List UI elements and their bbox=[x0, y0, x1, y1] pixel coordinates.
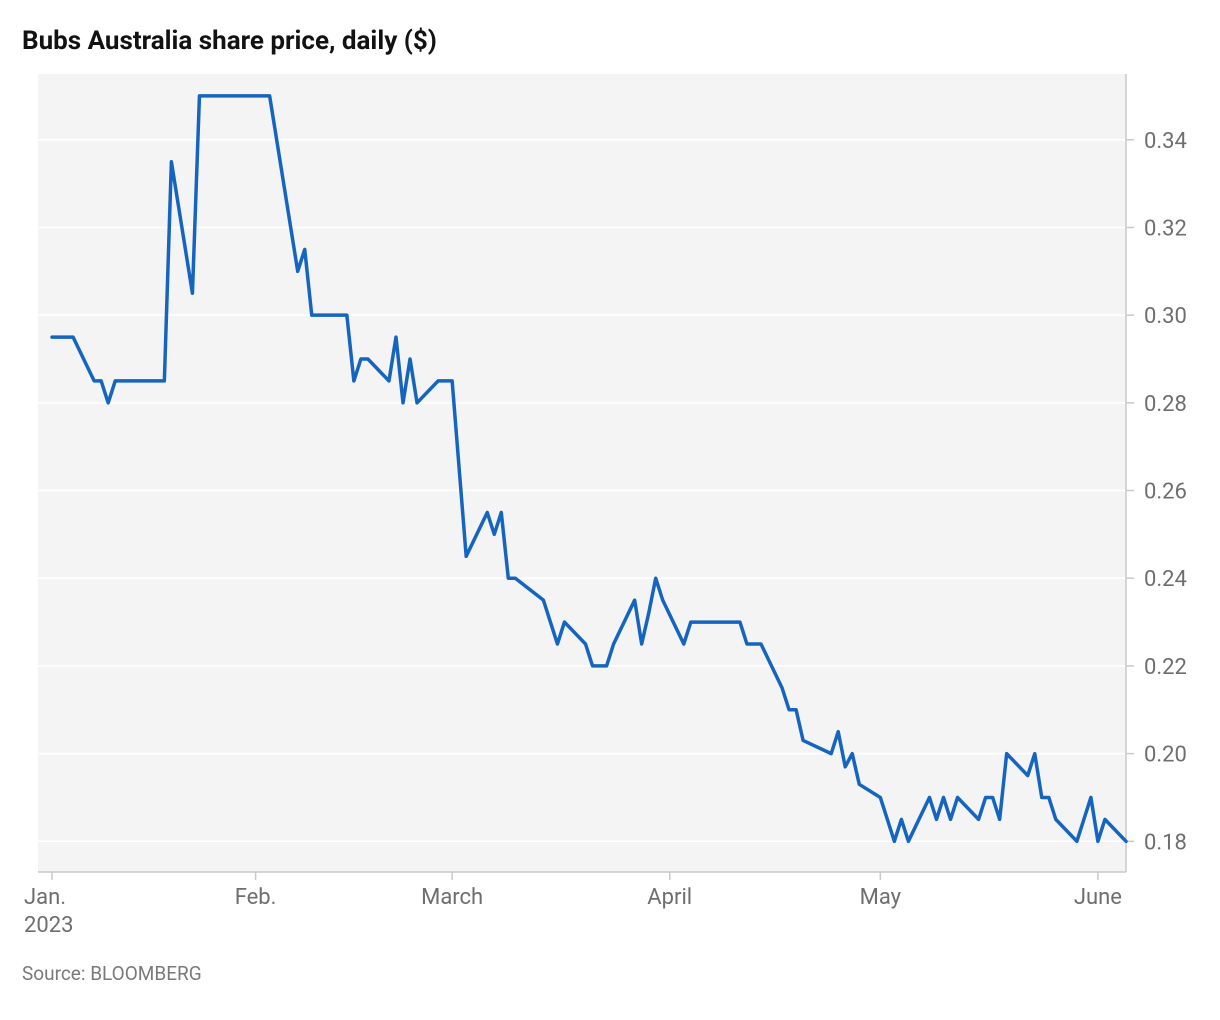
chart-area: 0.18 0.20 0.22 0.24 0.26 0.28 0.30 0.32 0.34 Jan.… bbox=[20, 74, 1200, 944]
y-tick-label: 0.24 bbox=[1144, 567, 1187, 592]
y-tick-label: 0.32 bbox=[1144, 216, 1187, 241]
chart-source: Source: BLOOMBERG bbox=[22, 962, 1200, 985]
x-tick-label: June bbox=[1074, 885, 1122, 910]
y-tick-label: 0.26 bbox=[1144, 480, 1187, 505]
plot-background bbox=[38, 74, 1126, 872]
x-tick-label: May bbox=[860, 885, 902, 910]
chart-title: Bubs Australia share price, daily ($) bbox=[22, 26, 1200, 56]
x-year-label: 2023 bbox=[24, 913, 73, 938]
x-tick-label: April bbox=[647, 885, 692, 910]
y-tick-label: 0.22 bbox=[1144, 655, 1187, 680]
x-tick-label: March bbox=[421, 885, 483, 910]
line-chart-svg: 0.18 0.20 0.22 0.24 0.26 0.28 0.30 0.32 0.34 Jan.… bbox=[20, 74, 1200, 944]
y-tick-label: 0.20 bbox=[1144, 743, 1187, 768]
y-tick-label: 0.18 bbox=[1144, 830, 1187, 855]
y-tick-label: 0.34 bbox=[1144, 129, 1187, 154]
x-tick-label: Feb. bbox=[235, 885, 277, 910]
x-tick-label: Jan. bbox=[24, 885, 66, 910]
y-tick-label: 0.30 bbox=[1144, 304, 1187, 329]
y-tick-label: 0.28 bbox=[1144, 392, 1187, 417]
